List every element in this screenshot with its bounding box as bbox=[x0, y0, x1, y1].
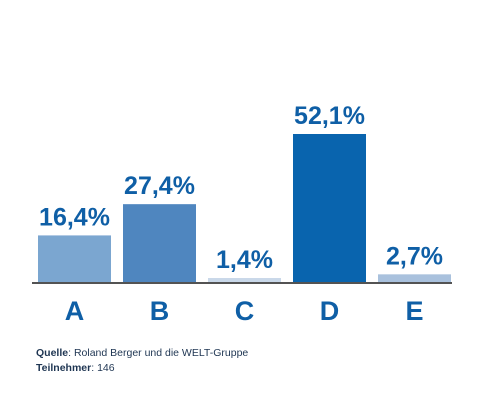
value-label-c: 1,4% bbox=[216, 246, 273, 274]
bar-d bbox=[293, 134, 366, 282]
value-label-e: 2,7% bbox=[386, 242, 443, 270]
source-text: : Roland Berger und die WELT-Gruppe bbox=[68, 347, 249, 359]
bar-b bbox=[123, 204, 196, 282]
category-label-d: D bbox=[320, 296, 340, 326]
participants-line: Teilnehmer: 146 bbox=[36, 361, 248, 376]
category-label-a: A bbox=[65, 296, 85, 326]
category-label-e: E bbox=[405, 296, 423, 326]
value-label-b: 27,4% bbox=[124, 172, 195, 200]
category-label-c: C bbox=[235, 296, 255, 326]
bar-c bbox=[208, 278, 281, 282]
chart-footer: Quelle: Roland Berger und die WELT-Grupp… bbox=[36, 346, 248, 376]
value-label-d: 52,1% bbox=[294, 102, 365, 130]
bar-e bbox=[378, 274, 451, 282]
bar-a bbox=[38, 235, 111, 282]
participants-label: Teilnehmer bbox=[36, 362, 92, 374]
source-line: Quelle: Roland Berger und die WELT-Grupp… bbox=[36, 346, 248, 361]
value-label-a: 16,4% bbox=[39, 203, 110, 231]
participants-text: : 146 bbox=[91, 362, 115, 374]
category-label-b: B bbox=[150, 296, 170, 326]
source-label: Quelle bbox=[36, 347, 69, 359]
